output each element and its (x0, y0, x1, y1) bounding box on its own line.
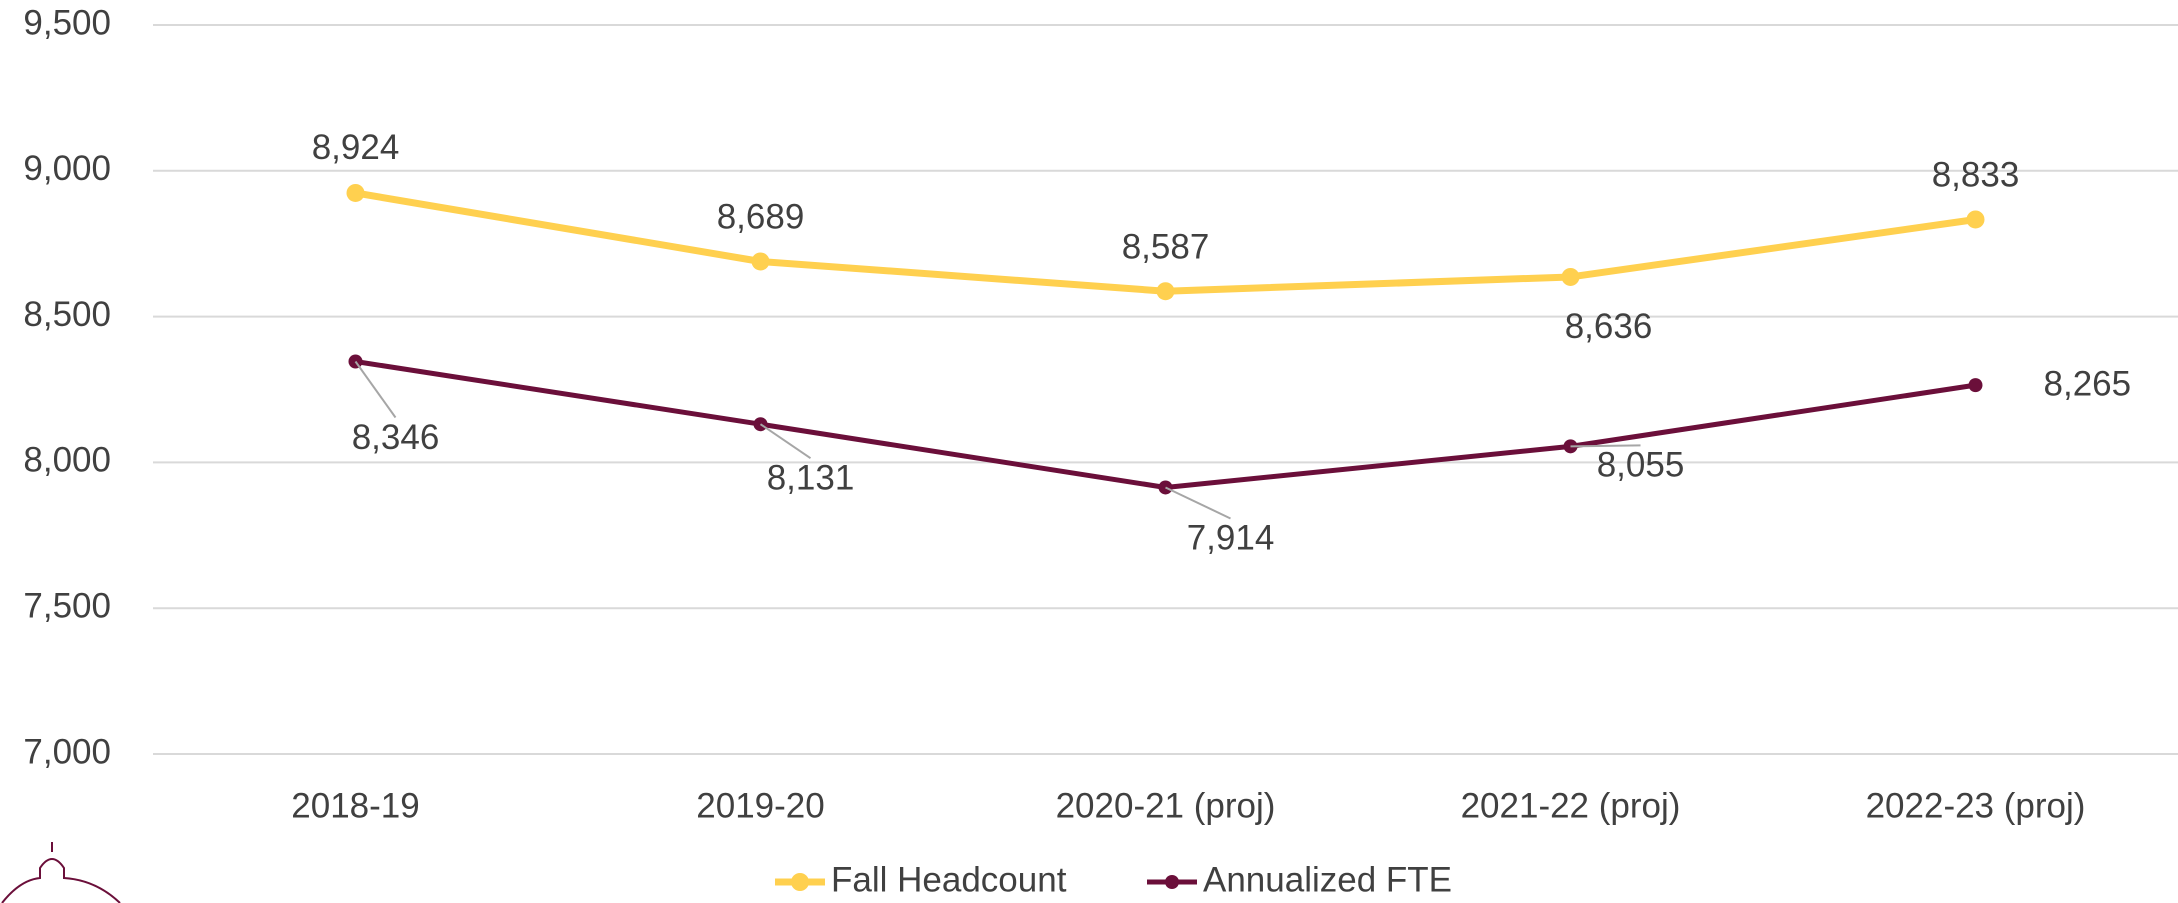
data-label: 8,265 (2044, 364, 2132, 403)
x-tick-label: 2018-19 (291, 786, 419, 825)
legend-marker (1165, 875, 1179, 889)
x-tick-label: 2020-21 (proj) (1056, 786, 1276, 825)
data-label: 8,346 (352, 418, 440, 457)
legend-label: Annualized FTE (1203, 860, 1452, 899)
data-label: 8,587 (1122, 227, 1210, 266)
y-tick-label: 9,500 (23, 3, 111, 42)
y-tick-label: 7,500 (23, 586, 111, 625)
data-point (751, 252, 770, 271)
y-tick-label: 8,000 (23, 441, 111, 480)
data-label: 8,055 (1597, 446, 1685, 485)
leader-line (1570, 444, 1641, 448)
data-label: 8,924 (312, 128, 400, 167)
legend-marker (791, 873, 809, 891)
data-label: 8,636 (1565, 307, 1653, 346)
logo (1, 842, 121, 903)
y-tick-label: 9,000 (23, 149, 111, 188)
x-tick-label: 2022-23 (proj) (1866, 786, 2086, 825)
data-point (1156, 282, 1175, 301)
series-line (355, 359, 1976, 490)
y-tick-label: 7,000 (23, 732, 111, 771)
data-point (1966, 210, 1985, 229)
leader-line (1165, 486, 1231, 520)
legend-label: Fall Headcount (831, 860, 1067, 899)
data-label: 8,131 (767, 458, 855, 497)
x-tick-label: 2021-22 (proj) (1461, 786, 1681, 825)
data-point (1561, 267, 1580, 286)
data-label: 8,833 (1932, 156, 2020, 195)
y-tick-label: 8,500 (23, 295, 111, 334)
data-point (346, 183, 365, 202)
data-label: 7,914 (1187, 519, 1275, 558)
x-tick-label: 2019-20 (696, 786, 824, 825)
leader-line (354, 360, 397, 419)
data-point (1968, 378, 1983, 393)
leader-line (759, 423, 812, 460)
data-label: 8,689 (717, 198, 805, 237)
